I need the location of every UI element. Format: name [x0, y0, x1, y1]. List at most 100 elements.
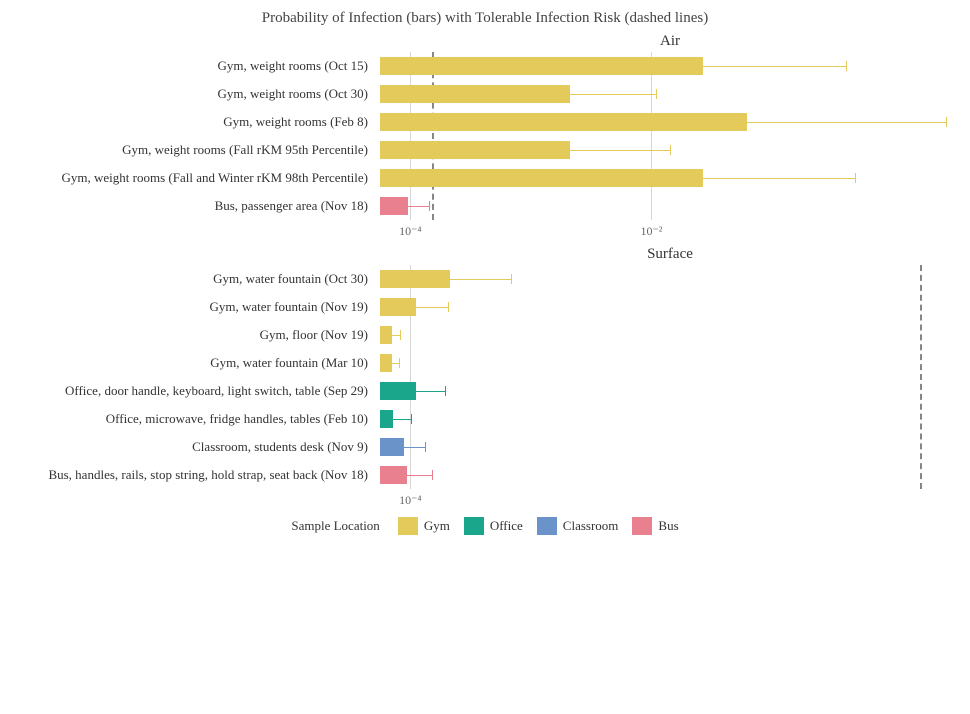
error-bar	[450, 279, 510, 280]
bar-label: Classroom, students desk (Nov 9)	[10, 439, 380, 455]
bar-row: Bus, passenger area (Nov 18)	[10, 192, 960, 220]
error-bar-cap	[425, 442, 426, 452]
bar-row: Gym, weight rooms (Fall and Winter rKM 9…	[10, 164, 960, 192]
error-bar	[407, 475, 432, 476]
rows-wrap: Gym, water fountain (Oct 30) Gym, water f…	[10, 265, 960, 511]
error-bar-cap	[846, 61, 847, 71]
bar-label: Gym, water fountain (Oct 30)	[10, 271, 380, 287]
bar-zone	[380, 377, 960, 405]
panel-title: Surface	[380, 246, 960, 263]
error-bar	[416, 307, 448, 308]
legend-swatch	[632, 517, 652, 535]
error-bar-cap	[411, 414, 412, 424]
error-bar	[703, 66, 846, 67]
figure-title: Probability of Infection (bars) with Tol…	[10, 10, 960, 27]
legend-label: Classroom	[563, 518, 619, 534]
bar	[380, 197, 408, 215]
legend-title: Sample Location	[291, 518, 379, 534]
bar	[380, 438, 404, 456]
bar	[380, 298, 416, 316]
panel-title: Air	[380, 33, 960, 50]
bar-row: Gym, floor (Nov 19)	[10, 321, 960, 349]
bar	[380, 57, 703, 75]
bar-label: Gym, weight rooms (Fall rKM 95th Percent…	[10, 142, 380, 158]
bar	[380, 113, 747, 131]
bar-zone	[380, 52, 960, 80]
x-tick-label: 10⁻⁴	[399, 224, 422, 239]
bar-zone	[380, 293, 960, 321]
bar-row: Office, door handle, keyboard, light swi…	[10, 377, 960, 405]
figure: Probability of Infection (bars) with Tol…	[0, 0, 970, 714]
bar-label: Bus, passenger area (Nov 18)	[10, 198, 380, 214]
bar	[380, 354, 392, 372]
bar-row: Gym, water fountain (Mar 10)	[10, 349, 960, 377]
bar-zone	[380, 433, 960, 461]
bar-zone	[380, 192, 960, 220]
legend-item-gym: Gym	[398, 517, 450, 535]
panel-surface: SurfaceGym, water fountain (Oct 30)Gym, …	[10, 246, 960, 511]
bar	[380, 326, 392, 344]
bar	[380, 466, 407, 484]
bar-label: Gym, water fountain (Mar 10)	[10, 355, 380, 371]
error-bar-cap	[429, 201, 430, 211]
bar-zone	[380, 461, 960, 489]
bar-zone	[380, 265, 960, 293]
error-bar-cap	[946, 117, 947, 127]
legend: Sample Location Gym Office Classroom Bus	[10, 517, 960, 535]
bar-row: Gym, water fountain (Nov 19)	[10, 293, 960, 321]
legend-label: Office	[490, 518, 523, 534]
bar-label: Gym, weight rooms (Oct 15)	[10, 58, 380, 74]
bar	[380, 410, 393, 428]
legend-swatch	[464, 517, 484, 535]
bar-row: Office, microwave, fridge handles, table…	[10, 405, 960, 433]
error-bar	[703, 178, 855, 179]
legend-item-classroom: Classroom	[537, 517, 619, 535]
bar-zone	[380, 164, 960, 192]
x-axis: 10⁻⁴ 10⁻²	[380, 222, 950, 242]
error-bar	[392, 335, 400, 336]
error-bar	[570, 94, 656, 95]
bar	[380, 141, 570, 159]
bar-label: Gym, water fountain (Nov 19)	[10, 299, 380, 315]
error-bar-cap	[399, 358, 400, 368]
legend-item-bus: Bus	[632, 517, 678, 535]
error-bar-cap	[448, 302, 449, 312]
bar	[380, 270, 450, 288]
bar-label: Office, microwave, fridge handles, table…	[10, 411, 380, 427]
bar-label: Gym, weight rooms (Fall and Winter rKM 9…	[10, 170, 380, 186]
legend-item-office: Office	[464, 517, 523, 535]
bar-row: Gym, weight rooms (Feb 8)	[10, 108, 960, 136]
bar-label: Bus, handles, rails, stop string, hold s…	[10, 467, 380, 483]
rows-wrap: Gym, weight rooms (Oct 15) Gym, weight ro…	[10, 52, 960, 242]
error-bar	[408, 206, 429, 207]
bar-zone	[380, 108, 960, 136]
legend-label: Bus	[658, 518, 678, 534]
bar	[380, 382, 416, 400]
error-bar	[392, 363, 399, 364]
error-bar	[747, 122, 946, 123]
bar-row: Gym, water fountain (Oct 30)	[10, 265, 960, 293]
bar-row: Bus, handles, rails, stop string, hold s…	[10, 461, 960, 489]
bar-row: Gym, weight rooms (Oct 30)	[10, 80, 960, 108]
bar-label: Gym, weight rooms (Oct 30)	[10, 86, 380, 102]
x-axis: 10⁻⁴	[380, 491, 950, 511]
bar-zone	[380, 349, 960, 377]
error-bar-cap	[511, 274, 512, 284]
bar-row: Gym, weight rooms (Oct 15)	[10, 52, 960, 80]
error-bar-cap	[855, 173, 856, 183]
legend-swatch	[398, 517, 418, 535]
error-bar	[570, 150, 670, 151]
bar-zone	[380, 321, 960, 349]
bar-row: Gym, weight rooms (Fall rKM 95th Percent…	[10, 136, 960, 164]
bar-zone	[380, 80, 960, 108]
panels-container: AirGym, weight rooms (Oct 15)Gym, weight…	[10, 33, 960, 511]
error-bar	[404, 447, 425, 448]
bar-label: Gym, weight rooms (Feb 8)	[10, 114, 380, 130]
error-bar-cap	[670, 145, 671, 155]
error-bar-cap	[445, 386, 446, 396]
x-tick-label: 10⁻⁴	[399, 493, 422, 508]
x-tick-label: 10⁻²	[640, 224, 662, 239]
bar-label: Office, door handle, keyboard, light swi…	[10, 383, 380, 399]
legend-label: Gym	[424, 518, 450, 534]
legend-swatch	[537, 517, 557, 535]
